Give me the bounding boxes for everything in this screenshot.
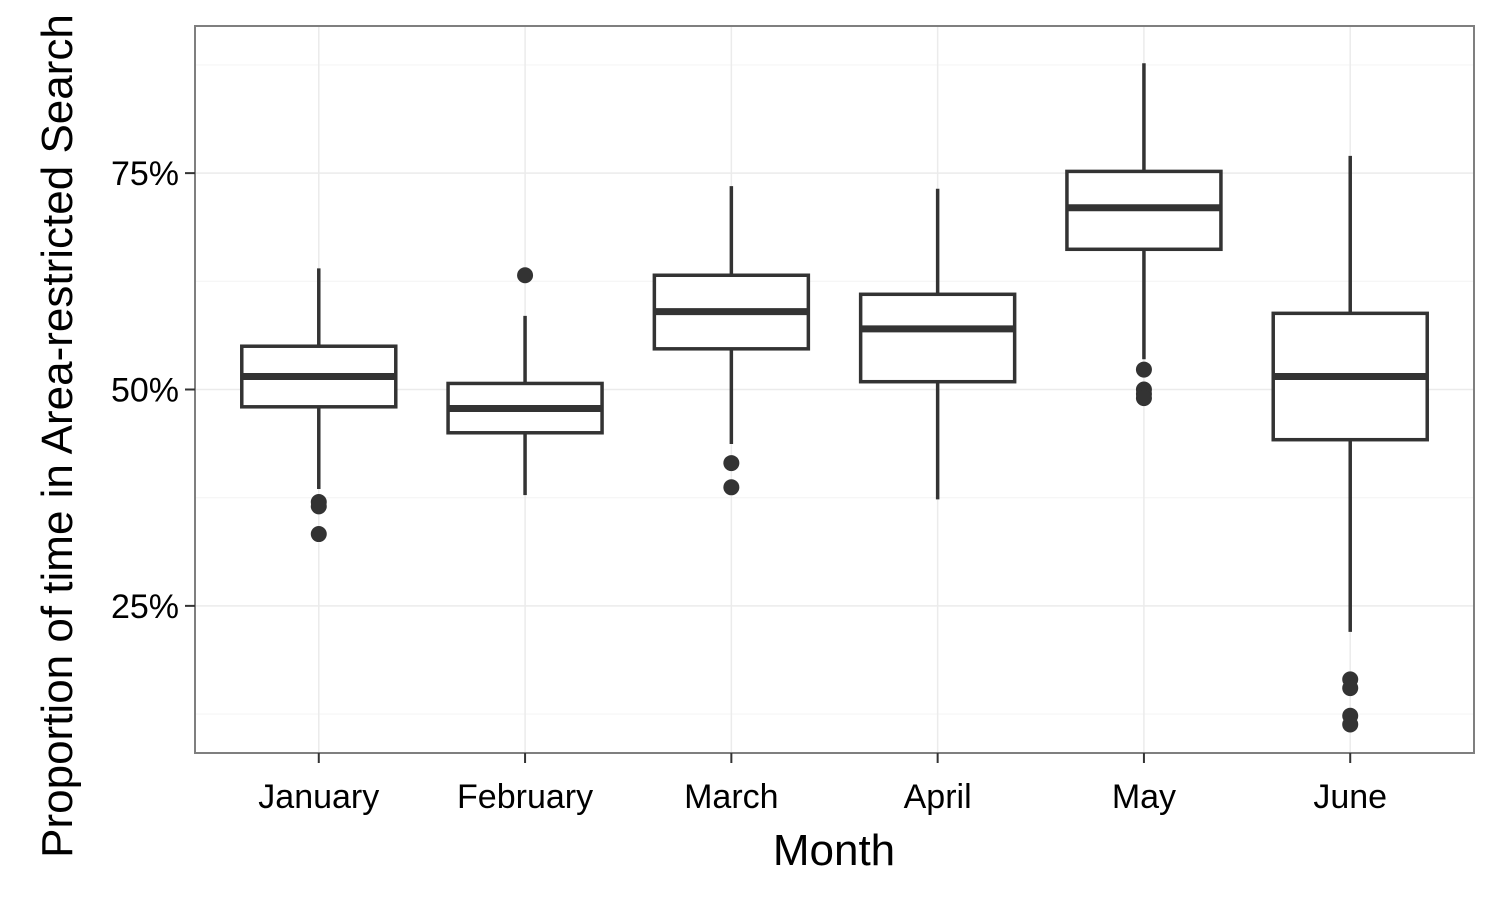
x-tick-label: June [1313, 778, 1387, 816]
outlier-point [1135, 361, 1152, 378]
x-tick-label: May [1112, 778, 1176, 816]
x-axis-title: Month [773, 826, 895, 875]
x-tick-label: January [258, 778, 379, 816]
outlier-point [723, 455, 740, 472]
box-june [1271, 155, 1429, 733]
outlier-point [310, 498, 327, 515]
interquartile-box [858, 292, 1017, 384]
outlier-point [1342, 680, 1359, 697]
boxes [240, 63, 1429, 733]
x-tick-label: March [684, 778, 778, 816]
outlier-point [1342, 716, 1359, 733]
y-tick-label: 25% [111, 588, 179, 626]
y-axis-title: Proportion of time in Area-restricted Se… [33, 14, 82, 858]
outlier-point [1135, 390, 1152, 407]
outlier-point [310, 526, 327, 543]
x-tick-label: April [904, 778, 972, 816]
axes: 25% 50% 75% January February March April May Jun… [111, 155, 1387, 816]
outlier-point [723, 479, 740, 496]
y-tick-label: 50% [111, 372, 179, 410]
box-march [652, 186, 811, 496]
y-tick-label: 75% [111, 155, 179, 193]
x-tick-label: February [457, 778, 593, 816]
box-february [446, 267, 604, 496]
outlier-point [517, 267, 534, 284]
box-may [1065, 63, 1223, 407]
box-april [858, 188, 1017, 500]
box-january [240, 268, 398, 543]
